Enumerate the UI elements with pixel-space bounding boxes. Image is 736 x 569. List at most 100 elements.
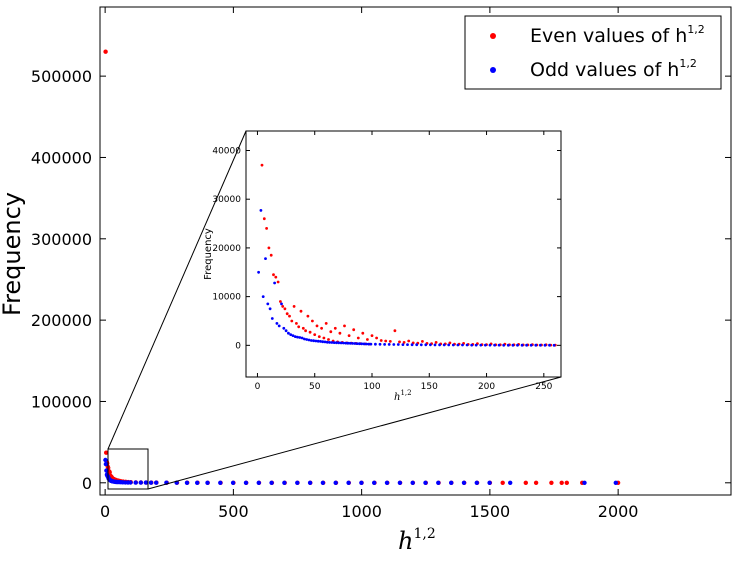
- inset-point-odd: [261, 295, 265, 298]
- inset-point-odd: [511, 343, 515, 347]
- main-point-odd: [269, 480, 274, 485]
- inset-point-odd: [410, 343, 414, 347]
- inset-plot-frame: [245, 130, 562, 378]
- inset-point-odd: [424, 343, 428, 347]
- main-point-odd: [138, 480, 143, 485]
- main-point-even: [564, 480, 569, 485]
- inset-point-odd: [270, 317, 274, 320]
- inset-point-odd: [298, 336, 302, 339]
- inset-point-odd: [335, 341, 338, 345]
- inset-point-even: [272, 273, 275, 277]
- inset-point-even: [265, 227, 268, 230]
- main-point-odd: [359, 480, 364, 485]
- inset-point-even: [295, 322, 298, 325]
- inset-point-odd: [470, 343, 474, 347]
- inset-point-odd: [312, 339, 315, 343]
- inset-point-odd: [516, 343, 519, 347]
- inset-point-odd: [415, 343, 419, 347]
- inset-point-even: [322, 336, 326, 340]
- inset-data-points: [257, 163, 557, 347]
- main-point-odd: [103, 461, 109, 467]
- inset-x-tick-label: 100: [363, 382, 380, 392]
- inset-point-odd: [378, 342, 382, 346]
- inset-point-odd: [465, 343, 469, 347]
- main-point-odd: [461, 480, 467, 485]
- main-point-even: [533, 480, 539, 485]
- inset-point-odd: [484, 343, 487, 347]
- inset-point-even: [274, 275, 278, 279]
- main-point-even: [104, 450, 109, 455]
- main-y-axis-label: Frequency: [0, 192, 26, 316]
- main-y-tick-label: 100000: [31, 392, 92, 411]
- inset-point-even: [297, 325, 301, 329]
- inset-y-axis-label: Frequency: [203, 228, 214, 280]
- inset-point-odd: [316, 339, 320, 343]
- inset-point-odd: [362, 342, 366, 346]
- zoom-connector-bottom: [147, 376, 562, 490]
- main-x-tick-label: 500: [218, 502, 249, 521]
- legend-marker-even: [490, 33, 496, 39]
- zoom-region-box: [107, 448, 149, 490]
- inset-point-even: [320, 326, 323, 330]
- inset-point-odd: [364, 342, 368, 346]
- inset-point-odd: [330, 341, 334, 344]
- inset-point-odd: [353, 342, 357, 345]
- inset-background: [246, 131, 561, 377]
- inset-point-odd: [442, 343, 446, 347]
- inset-point-odd: [539, 343, 542, 347]
- inset-point-odd: [284, 329, 288, 333]
- main-y-tick-label: 400000: [31, 148, 92, 167]
- inset-point-odd: [348, 341, 352, 345]
- inset-point-even: [338, 331, 342, 335]
- inset-point-odd: [346, 341, 350, 345]
- inset-point-odd: [392, 343, 396, 346]
- main-point-odd: [154, 480, 159, 485]
- inset-point-odd: [277, 324, 281, 328]
- inset-point-odd: [303, 337, 306, 341]
- inset-point-odd: [406, 343, 409, 346]
- main-x-axis-label: h1,2: [398, 526, 436, 555]
- inset-point-odd: [502, 343, 506, 347]
- inset-point-even: [356, 336, 360, 340]
- inset-point-odd: [552, 343, 556, 347]
- inset-point-odd: [273, 281, 276, 285]
- inset-point-even: [260, 163, 264, 167]
- main-x-tick-label: 1000: [341, 502, 382, 521]
- main-x-tick-label: 1500: [470, 502, 511, 521]
- inset-point-odd: [325, 340, 329, 344]
- main-point-even: [103, 49, 108, 54]
- inset-point-even: [276, 280, 280, 284]
- inset-point-odd: [369, 342, 373, 346]
- inset-point-even: [317, 335, 321, 338]
- inset-point-even: [285, 312, 289, 316]
- inset-point-even: [366, 338, 369, 341]
- inset-point-even: [283, 307, 287, 311]
- main-point-odd: [487, 480, 492, 485]
- inset-point-odd: [396, 343, 400, 346]
- main-point-odd: [333, 480, 338, 485]
- inset-point-odd: [429, 343, 432, 347]
- inset-point-even: [306, 314, 310, 318]
- main-point-odd: [372, 480, 377, 485]
- inset-point-odd: [332, 341, 336, 344]
- inset-point-odd: [548, 343, 551, 347]
- inset-point-odd: [259, 209, 263, 212]
- inset-point-even: [375, 336, 378, 340]
- inset-point-even: [370, 334, 374, 337]
- main-point-odd: [613, 480, 618, 485]
- inset-point-odd: [344, 341, 348, 345]
- main-point-even: [500, 480, 505, 485]
- main-x-tick-label: 2000: [598, 502, 639, 521]
- inset-point-even: [269, 253, 273, 257]
- inset-point-even: [292, 305, 296, 308]
- inset-point-odd: [307, 338, 311, 342]
- inset-point-even: [304, 329, 307, 333]
- inset-point-odd: [438, 343, 441, 347]
- inset-point-even: [343, 324, 346, 328]
- inset-point-odd: [339, 341, 343, 345]
- inset-point-odd: [264, 257, 267, 260]
- inset-point-odd: [447, 343, 451, 347]
- inset-point-odd: [342, 341, 345, 345]
- main-point-odd: [346, 480, 351, 485]
